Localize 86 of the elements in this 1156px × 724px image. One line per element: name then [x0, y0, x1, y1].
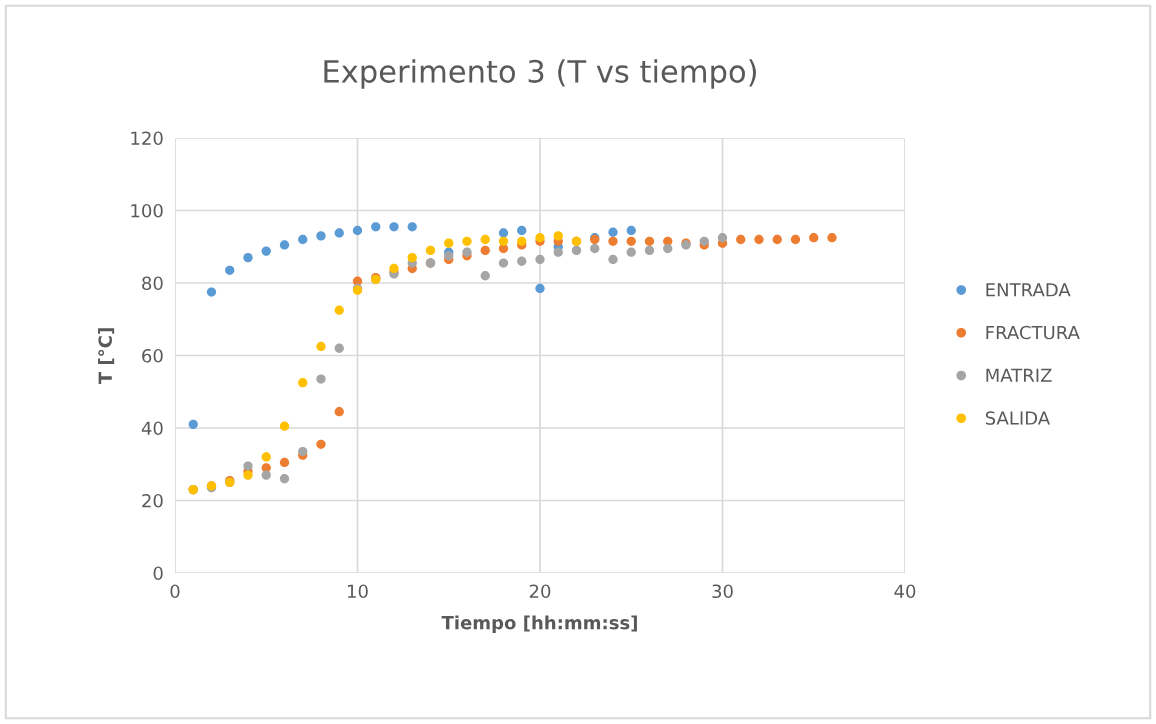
- point: [444, 251, 454, 261]
- point: [188, 419, 198, 430]
- point: [717, 233, 728, 243]
- point: [316, 341, 326, 352]
- point: [626, 247, 636, 257]
- point: [279, 240, 290, 250]
- point: [261, 470, 271, 480]
- x-axis-title: Tiempo [hh:mm:ss]: [441, 615, 637, 633]
- point: [279, 474, 290, 484]
- point: [517, 256, 527, 266]
- point: [644, 236, 655, 246]
- point: [608, 254, 618, 265]
- point: [480, 234, 490, 245]
- point: [243, 470, 253, 480]
- point: [279, 457, 290, 468]
- point: [298, 378, 308, 388]
- point: [389, 222, 399, 232]
- point: [261, 246, 271, 256]
- chart-title: Experimento 3 (T vs tiempo): [324, 59, 756, 89]
- y-tick-label: 0: [153, 566, 163, 581]
- y-tick-label: 60: [142, 348, 163, 363]
- point: [462, 236, 472, 246]
- point: [608, 227, 618, 237]
- point: [498, 236, 509, 246]
- point: [535, 283, 545, 294]
- point: [754, 234, 764, 245]
- point: [590, 243, 600, 254]
- legend-label: FRACTURA: [986, 325, 1080, 340]
- x-tick-label: 0: [170, 584, 180, 599]
- legend-label: MATRIZ: [986, 368, 1052, 382]
- point: [206, 287, 217, 297]
- point: [736, 234, 746, 245]
- y-axis-title: T [°C]: [98, 328, 115, 385]
- y-tick-label: 80: [142, 276, 163, 291]
- point: [371, 222, 381, 232]
- point: [790, 234, 801, 245]
- point: [407, 222, 417, 232]
- point: [334, 343, 344, 353]
- point: [498, 258, 509, 268]
- point: [571, 245, 582, 256]
- point: [425, 245, 436, 256]
- y-tick-label: 120: [131, 131, 163, 146]
- point: [407, 252, 417, 263]
- point: [517, 236, 527, 246]
- point: [316, 374, 326, 384]
- legend-label: SALIDA: [985, 411, 1050, 425]
- point: [480, 271, 490, 281]
- point: [699, 236, 709, 246]
- point: [243, 461, 253, 471]
- point: [772, 234, 782, 245]
- x-tick-label: 40: [894, 584, 916, 599]
- point: [316, 439, 326, 449]
- point: [389, 263, 399, 274]
- x-tick-label: 30: [712, 584, 733, 599]
- point: [444, 238, 454, 248]
- point: [352, 225, 363, 236]
- point: [334, 305, 344, 315]
- y-tick-label: 40: [141, 421, 163, 436]
- point: [462, 247, 472, 257]
- point: [261, 452, 271, 462]
- point: [517, 225, 527, 236]
- y-tick-label: 20: [142, 493, 163, 508]
- point: [827, 233, 837, 243]
- point: [553, 247, 563, 257]
- point: [498, 228, 509, 238]
- point: [663, 243, 673, 254]
- point: [279, 421, 290, 431]
- y-tick-label: 100: [131, 203, 163, 218]
- point: [608, 236, 618, 246]
- legend-label: ENTRADA: [986, 283, 1071, 297]
- point: [553, 231, 563, 241]
- point: [626, 225, 636, 236]
- point: [316, 231, 326, 241]
- x-tick-label: 20: [529, 584, 551, 599]
- point: [298, 446, 308, 457]
- point: [644, 245, 655, 256]
- x-tick-label: 10: [348, 584, 368, 599]
- point: [626, 236, 636, 246]
- point: [334, 407, 344, 417]
- point: [298, 234, 308, 245]
- point: [809, 233, 819, 243]
- point: [243, 252, 253, 263]
- point: [535, 254, 545, 265]
- point: [480, 245, 490, 256]
- point: [225, 265, 235, 275]
- point: [334, 228, 344, 238]
